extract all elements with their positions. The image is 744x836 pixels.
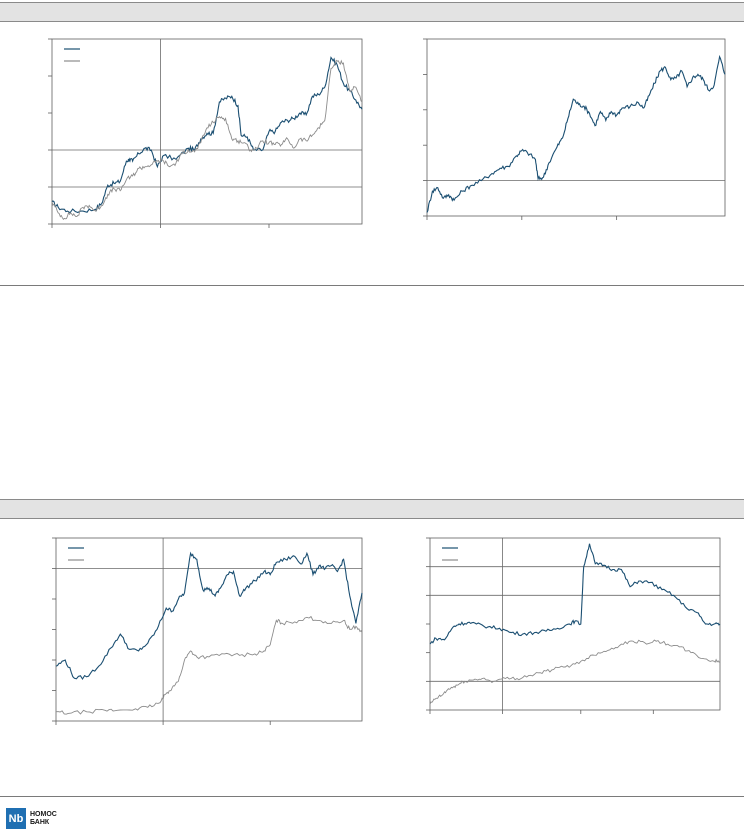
logo-name-line1: НОМОС — [30, 810, 57, 818]
series-line-1 — [429, 543, 721, 645]
chart-bottom-left — [50, 537, 364, 728]
chart-svg — [423, 38, 726, 220]
plot-frame — [51, 38, 363, 225]
plot-area — [426, 537, 721, 714]
series-line-1 — [426, 54, 726, 213]
plot-frame — [55, 537, 363, 722]
series-line-2 — [55, 615, 363, 715]
chart-svg — [48, 38, 363, 228]
plot-area — [48, 38, 363, 228]
series-line-2 — [429, 639, 721, 705]
section-divider-top — [0, 285, 744, 286]
section-header-bar-top — [0, 2, 744, 22]
series-line-1 — [55, 551, 363, 681]
chart-svg — [52, 537, 363, 725]
logo-text: НОМОС БАНК — [30, 811, 57, 827]
section-header-bar-bottom — [0, 499, 744, 519]
chart-bottom-right — [424, 537, 722, 717]
bank-logo: Nb НОМОС БАНК — [6, 808, 57, 829]
chart-top-right — [421, 38, 727, 223]
plot-frame — [429, 537, 721, 711]
plot-area — [52, 537, 363, 725]
plot-area — [423, 38, 726, 220]
chart-top-left — [46, 38, 364, 231]
plot-frame — [426, 38, 726, 217]
logo-mark: Nb — [6, 808, 26, 829]
logo-name-line2: БАНК — [30, 818, 50, 826]
section-divider-bottom — [0, 796, 744, 797]
series-line-2 — [51, 59, 363, 220]
chart-svg — [426, 537, 721, 714]
series-line-1 — [51, 56, 363, 214]
